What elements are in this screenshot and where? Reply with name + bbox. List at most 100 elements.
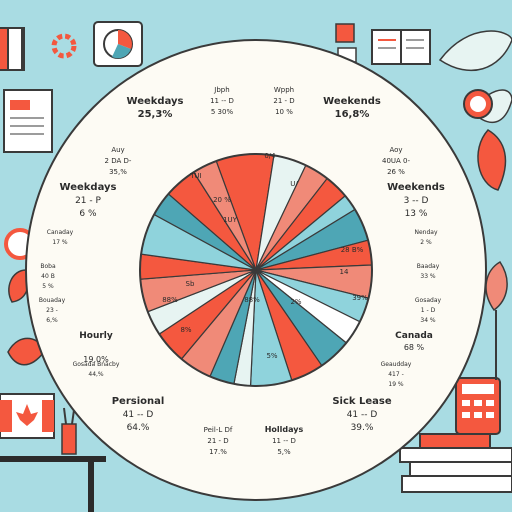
label-value: 40 B	[41, 273, 55, 280]
label-title: Hourly	[79, 331, 113, 341]
pencil-cup-icon	[61, 407, 77, 455]
books-stack-icon	[399, 433, 512, 493]
label-title: Aoy	[389, 146, 402, 154]
slice-text: 8%	[180, 326, 191, 334]
chart-labels: Weekdays 25,3% Jbph 11 -- D 5 30% Wpph 21 - D 1…	[39, 86, 445, 456]
slice-text: 2%	[290, 298, 301, 306]
desk-icon	[0, 456, 106, 512]
label-title: Geaudday	[381, 361, 412, 368]
label-title: Sick Lease	[332, 396, 392, 407]
label-value: 11 -- D	[210, 97, 234, 105]
label-title: Persional	[112, 396, 165, 407]
label-title: Gosaday	[415, 297, 442, 304]
label-title: Jbph	[213, 86, 229, 94]
label-value: 19 %	[388, 381, 404, 388]
label-title: Bouaday	[39, 297, 66, 304]
label-gosada-bnacby: Gosada Bnacby 44,%	[73, 361, 120, 378]
label-title: Peil-L Df	[204, 426, 233, 434]
canada-flag-monitor-icon	[0, 393, 55, 439]
label-title: Holldays	[265, 425, 304, 434]
label-value: 5 %	[42, 283, 54, 290]
pie-chart-icon	[93, 21, 143, 67]
label-auy-left: Auy 2 DA D- 35,%	[105, 146, 132, 176]
decor-layer	[0, 21, 512, 512]
label-weekends-right: Weekends 3 -- D 13 %	[387, 182, 445, 219]
slice-text: U/	[290, 180, 298, 188]
label-title: Auy	[111, 146, 124, 154]
pie-rim	[139, 153, 373, 387]
label-title: Wpph	[274, 86, 294, 94]
label-value: 68 %	[404, 343, 425, 352]
label-value: 21 - D	[207, 437, 228, 445]
label-title: Weekdays	[127, 96, 184, 107]
slice-text: 88%	[162, 296, 178, 304]
label-wpph: Wpph 21 - D 10 %	[273, 86, 294, 116]
label-boba: Boba 40 B 5 %	[40, 263, 56, 290]
pie-chart	[139, 153, 373, 387]
label-value: 35,%	[109, 168, 127, 176]
label-weekdays-left: Weekdays 21 - P 6 %	[60, 182, 117, 219]
label-value: 64.%	[127, 423, 150, 433]
slice-text: TUI	[189, 172, 201, 180]
slice-text: 1UY	[223, 216, 238, 224]
label-value: 17.%	[209, 448, 227, 456]
label-value: 34 %	[420, 317, 436, 324]
label-nenday: Nenday 2 %	[414, 229, 437, 246]
label-value: 44,%	[88, 371, 104, 378]
slice-texts: TUI 20 % 1UY 0/4 U/28 B% 14 39% 5% 8% 88% 2% 88% Sb	[162, 152, 368, 360]
label-title: Weekends	[387, 182, 445, 193]
label-weekdays-top: Weekdays 25,3%	[127, 96, 184, 120]
label-gosaday: Gosaday 1 - D 34 %	[415, 297, 442, 324]
slice-text: 0/4	[264, 152, 276, 160]
label-value: 1 - D	[421, 307, 436, 314]
label-value: 41 -- D	[123, 410, 154, 420]
label-hourly: Hourly 19,0%	[79, 331, 113, 364]
gear-icon	[51, 33, 77, 59]
label-canada: Canada 68 %	[395, 331, 433, 352]
slice-text: Sb	[186, 280, 195, 288]
label-aoy-right: Aoy 40UA 0- 26 %	[382, 146, 410, 176]
label-value: 21 - D	[273, 97, 294, 105]
label-value: 40UA 0-	[382, 157, 410, 165]
label-value: 26 %	[387, 168, 405, 176]
label-title: Nenday	[414, 229, 437, 236]
label-title: Weekdays	[60, 182, 117, 193]
label-title: Baaday	[417, 263, 440, 270]
label-value: 19,0%	[83, 355, 109, 364]
slice-text: 28 B%	[341, 246, 364, 254]
alarm-clock-icon	[463, 89, 493, 119]
slice-text: 39%	[352, 294, 368, 302]
label-value: 3 -- D	[404, 196, 429, 206]
label-value: 25,3%	[138, 109, 173, 120]
flag-icon	[0, 27, 25, 71]
label-value: 16,8%	[335, 109, 370, 120]
calculator-icon	[455, 377, 501, 435]
label-value: 2 %	[420, 239, 432, 246]
slice-text: 88%	[244, 296, 260, 304]
label-value: 13 %	[405, 209, 428, 219]
label-baaday: Baaday 33 %	[417, 263, 440, 280]
clipboard-report-icon	[3, 89, 53, 153]
label-peil-df: Peil-L Df 21 - D 17.%	[204, 426, 233, 456]
label-value: 417 -	[388, 371, 404, 378]
label-value: 33 %	[420, 273, 436, 280]
label-sick-leave: Sick Lease 41 -- D 39.%	[332, 396, 392, 433]
label-title: Gosada Bnacby	[73, 361, 120, 368]
label-title: Canada	[395, 331, 433, 341]
slice-text: 5%	[266, 352, 277, 360]
label-value: 11 -- D	[272, 437, 296, 445]
label-title: Boba	[40, 263, 56, 270]
label-value: 23 -	[46, 307, 58, 314]
label-title: Canaday	[47, 229, 74, 236]
label-value: 2 DA D-	[105, 157, 132, 165]
label-value: 39.%	[351, 423, 374, 433]
label-personal: Persional 41 -- D 64.%	[112, 396, 165, 433]
label-bouaday: Bouaday 23 - 6,%	[39, 297, 66, 324]
label-value: 41 -- D	[347, 410, 378, 420]
slice-text: 20 %	[213, 196, 231, 204]
open-book-icon	[371, 29, 431, 65]
label-value: 5 30%	[211, 108, 234, 116]
label-weekends-top: Weekends 16,8%	[323, 96, 381, 120]
label-geaudday: Geaudday 417 - 19 %	[381, 361, 412, 388]
